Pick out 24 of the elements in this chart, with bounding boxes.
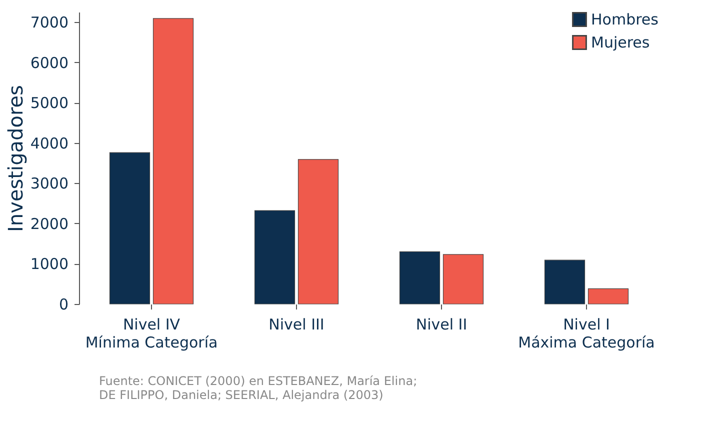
bar	[399, 251, 440, 304]
legend-label: Mujeres	[591, 34, 650, 52]
y-tick-label: 0	[58, 296, 68, 314]
bar	[152, 18, 194, 304]
source-note: Fuente: CONICET (2000) en ESTEBANEZ, María Elina; DE FILIPPO, Daniela; SEERIAL, Alejandra (2003)	[99, 374, 418, 402]
bar	[544, 260, 586, 304]
y-tick-label: 3000	[30, 174, 68, 193]
bar	[588, 288, 629, 304]
y-tick-label: 7000	[30, 14, 68, 32]
bar	[298, 159, 339, 304]
x-tick-label: Nivel I Máxima Categoría	[518, 316, 655, 352]
bar	[109, 152, 150, 304]
y-axis-title: Investigadores	[3, 85, 28, 232]
x-tick-label: Nivel IV Mínima Categoría	[85, 316, 218, 352]
y-tick-label: 5000	[30, 94, 68, 112]
x-tick-label: Nivel III	[268, 316, 324, 334]
y-tick-label: 1000	[30, 255, 68, 274]
x-tick-label: Nivel II	[416, 316, 468, 334]
bar	[442, 254, 484, 304]
y-tick-label: 2000	[30, 214, 68, 233]
y-tick-label: 4000	[30, 134, 68, 152]
legend-label: Hombres	[591, 10, 659, 28]
y-tick-label: 6000	[30, 54, 68, 72]
bar	[254, 210, 296, 304]
